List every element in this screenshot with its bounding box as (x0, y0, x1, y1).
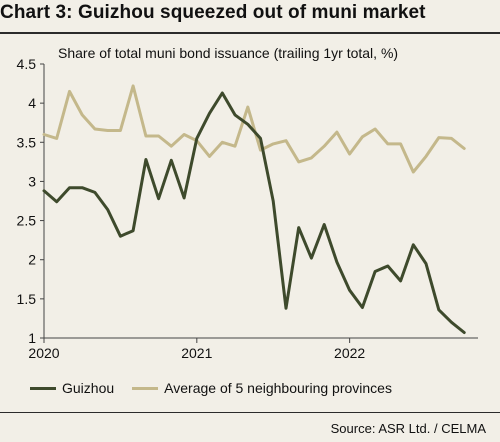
legend-swatch-neighbours (132, 386, 159, 390)
chart-title: Chart 3: Guizhou squeezed out of muni ma… (0, 2, 426, 23)
x-tick-label: 2020 (28, 345, 59, 361)
y-tick-label: 3.5 (17, 134, 37, 150)
source-divider (0, 412, 500, 413)
y-tick-label: 3 (28, 173, 36, 189)
x-tick-label: 2022 (334, 345, 365, 361)
y-tick-label: 4.5 (17, 56, 37, 72)
legend-swatch-guizhou (30, 386, 56, 390)
chart-subtitle: Share of total muni bond issuance (trail… (58, 45, 399, 61)
legend-label-guizhou: Guizhou (62, 380, 115, 396)
y-tick-label: 1.5 (17, 291, 37, 307)
x-tick-label: 2021 (181, 345, 212, 361)
legend-item-guizhou: Guizhou (30, 380, 114, 396)
legend: Guizhou Average of 5 neighbouring provin… (30, 378, 410, 398)
title-divider (0, 32, 500, 34)
series-line-guizhou (42, 91, 466, 334)
y-tick-label: 1 (28, 330, 36, 346)
y-tick-label: 4 (28, 95, 36, 111)
y-tick-label: 2.5 (17, 213, 37, 229)
y-tick-label: 2 (28, 252, 36, 268)
source-note: Source: ASR Ltd. / CELMA (330, 421, 486, 436)
legend-item-neighbours: Average of 5 neighbouring provinces (132, 380, 392, 396)
legend-label-neighbours: Average of 5 neighbouring provinces (164, 380, 392, 396)
series-line-neighbours (42, 84, 466, 174)
